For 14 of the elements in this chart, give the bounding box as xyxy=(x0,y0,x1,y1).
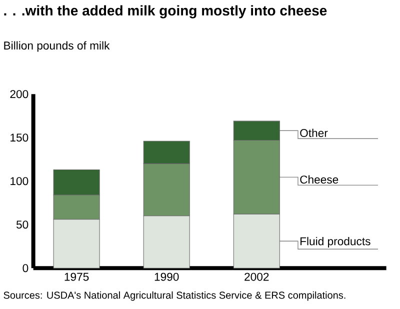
y-tick-label: 50 xyxy=(16,220,28,229)
y-tick-label: 100 xyxy=(10,177,28,186)
chart-title: . . .with the added milk going mostly into cheese xyxy=(4,5,327,18)
y-tick-label: 150 xyxy=(10,134,28,142)
x-tick-label: 1975 xyxy=(64,272,89,281)
series-label: Fluid products xyxy=(300,236,370,248)
x-tick-label: 1990 xyxy=(154,272,179,281)
y-axis-title: Billion pounds of milk xyxy=(4,41,110,52)
series-label: Cheese xyxy=(300,175,338,184)
series-label: Other xyxy=(300,128,328,138)
source-note: Sources: USDA's National Agricultural Statistics Service & ERS compilations. xyxy=(4,291,346,301)
x-tick-label: 2002 xyxy=(244,272,269,281)
y-tick-label: 200 xyxy=(10,90,28,98)
y-tick-label: 0 xyxy=(22,264,28,272)
